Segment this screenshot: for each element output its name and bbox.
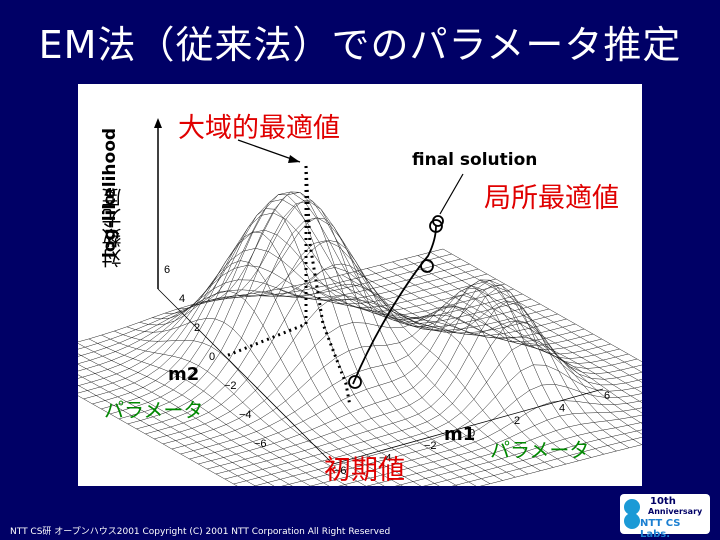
mesh-line [83, 212, 514, 400]
mesh-line [162, 305, 594, 445]
mesh-line [78, 229, 505, 394]
anniversary-logo: 10th Anniversary NTT CS Labs. [620, 494, 710, 540]
final-solution-label: final solution [412, 150, 538, 170]
m2-tick-label: 4 [179, 293, 185, 305]
m1-tick-label: 2 [514, 415, 520, 427]
m2-tick-label: 0 [209, 351, 215, 363]
em-trajectory [352, 225, 437, 385]
m2-tick-label: −4 [239, 409, 252, 421]
m1-tick-label: 4 [559, 403, 565, 415]
mesh-line [78, 253, 452, 350]
copyright-footer: NTT CS研 オープンハウス2001 Copyright (C) 2001 N… [10, 527, 391, 537]
m1-tick-label: −6 [334, 465, 347, 477]
mesh-line [78, 268, 479, 372]
m2-tick-label: 2 [194, 322, 200, 334]
mesh-line [101, 191, 532, 410]
m1-tick-labels: −6 −4 −2 0 2 4 6 [334, 390, 610, 477]
mesh-line [392, 261, 642, 403]
logo-line-2: Anniversary [648, 507, 703, 516]
surface-plot: −6 −4 −2 0 2 4 6 −6 −4 −2 0 2 4 6 [78, 118, 642, 486]
logo-line-1: 10th [650, 496, 676, 507]
global-optimum-pointer-head [288, 155, 300, 163]
m2-axis-line [157, 288, 334, 465]
trajectory-points [348, 215, 444, 389]
final-solution-pointer [439, 173, 464, 215]
mesh-line [110, 192, 541, 415]
mesh-line [227, 217, 529, 475]
m1-tick-label: −2 [424, 440, 437, 452]
mesh-line [78, 265, 488, 379]
mesh-line [404, 258, 642, 393]
m2-tick-label: 6 [164, 264, 170, 276]
local-optimum-label: 局所最適値 [484, 183, 619, 214]
m2-tick-label: −6 [254, 438, 267, 450]
global-optimum-label: 大域的最適値 [178, 113, 340, 144]
parameter-label-right: パラメータ [490, 438, 590, 462]
mesh-line [291, 286, 592, 458]
mesh-line [78, 248, 444, 343]
mesh-line [78, 263, 470, 364]
mesh-line [278, 288, 579, 462]
y-axis-label-ja: 対数尤度 [101, 188, 125, 268]
m2-tick-labels: −6 −4 −2 0 2 4 6 [164, 264, 267, 450]
m1-tick-label: 6 [604, 390, 610, 402]
initial-value-label: 初期値 [324, 455, 405, 486]
mesh-line [442, 248, 642, 363]
parameter-label-left: パラメータ [104, 398, 204, 422]
mesh-line [78, 248, 496, 387]
mesh-line [92, 199, 523, 405]
intermediate-point-marker [420, 259, 434, 273]
mesh-line [329, 277, 630, 449]
mesh-line [145, 267, 576, 435]
mesh-line [303, 279, 605, 455]
final-solution-marker-2 [432, 215, 444, 227]
m1-tick-label: −4 [379, 453, 392, 465]
mesh-line [78, 258, 461, 357]
mesh-line [265, 284, 567, 465]
mesh-line [379, 264, 642, 414]
y-axis-arrow [154, 118, 162, 128]
mesh-line [154, 295, 585, 440]
surface-mesh [78, 191, 642, 486]
m1-axis-line [332, 388, 604, 465]
mesh-line [366, 268, 642, 424]
logo-mark-icon [624, 499, 640, 529]
mesh-line [316, 280, 617, 452]
logo-line-3: NTT CS Labs. [640, 518, 681, 540]
m1-axis-label: m1 [444, 424, 476, 445]
global-optimum-projection [225, 165, 352, 407]
m2-axis-label: m2 [168, 364, 200, 385]
initial-point-marker [348, 375, 362, 389]
mesh-line [118, 200, 549, 420]
mesh-line [430, 251, 642, 373]
final-solution-marker [429, 219, 443, 233]
m1-tick-label: 0 [469, 428, 475, 440]
mesh-line [354, 271, 642, 435]
slide-title: EM法（従来法）でのパラメータ推定 [38, 23, 682, 67]
mesh-line [341, 274, 642, 445]
mesh-line [417, 255, 642, 383]
m2-tick-label: −2 [224, 380, 237, 392]
mesh-line [240, 240, 541, 471]
mesh-line [136, 240, 567, 430]
likelihood-surface-figure: −6 −4 −2 0 2 4 6 −6 −4 −2 0 2 4 6 log-likelihood m2 … [78, 84, 642, 486]
